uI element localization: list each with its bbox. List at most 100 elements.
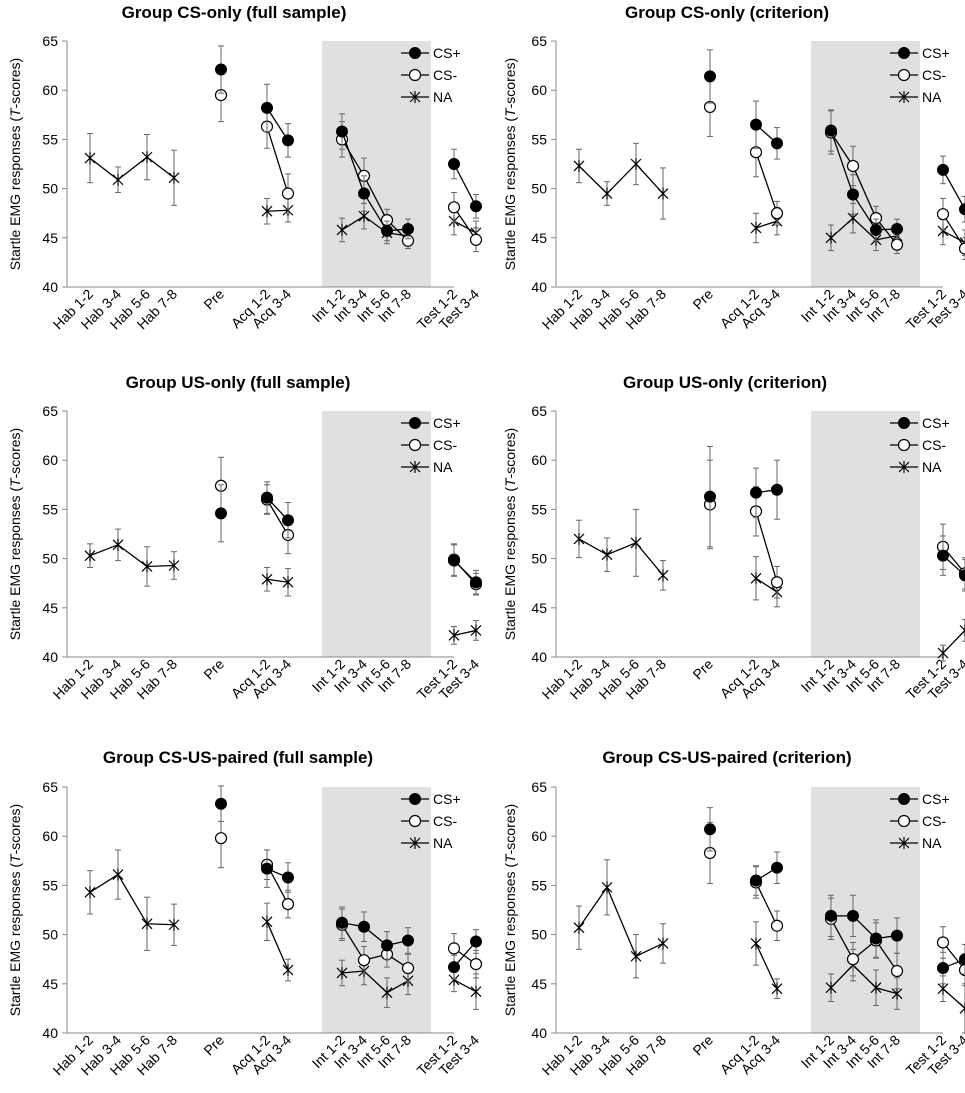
data-point-na — [750, 937, 762, 950]
y-axis-label-prefix: Startle EMG responses ( — [502, 863, 518, 1017]
series-line-cs-minus — [755, 151, 778, 214]
y-tick-label: 40 — [531, 1025, 547, 1041]
legend-marker-na — [409, 91, 421, 103]
y-axis-label-italic: T — [502, 107, 518, 117]
y-tick-label: 50 — [42, 551, 58, 567]
series-line-cs-plus — [453, 163, 477, 207]
legend-marker-cs-minus — [408, 438, 422, 452]
data-point-na — [573, 532, 585, 545]
legend-entry: CS- — [890, 437, 946, 453]
series-line-na — [89, 873, 175, 926]
legend-label: CS+ — [433, 45, 461, 61]
data-point-na — [261, 573, 273, 586]
legend-marker-cs-plus — [898, 417, 910, 429]
series-line-cs-plus — [266, 107, 289, 141]
data-point-na — [141, 151, 153, 164]
data-point-na — [84, 886, 96, 899]
legend-marker-cs-minus — [897, 68, 911, 82]
legend-marker-na — [898, 837, 910, 849]
intervention-phase-shading — [811, 411, 920, 657]
data-point-cs-plus — [336, 125, 348, 138]
y-tick-label: 65 — [42, 779, 58, 795]
legend-label: NA — [433, 459, 453, 475]
data-point-cs-plus — [448, 158, 460, 170]
y-axis-label-suffix: -scores) — [7, 804, 23, 855]
legend-label: CS+ — [922, 415, 950, 431]
data-point-cs-minus — [281, 897, 295, 911]
y-axis-label: Startle EMG responses (T-scores) — [502, 58, 518, 270]
legend-entry: CS- — [890, 813, 946, 829]
legend-entry: NA — [890, 459, 942, 475]
legend-entry: NA — [401, 459, 453, 475]
series-line-na — [341, 970, 409, 994]
series-line-na — [341, 215, 409, 237]
data-point-cs-plus — [402, 222, 414, 235]
legend-marker-cs-minus — [897, 438, 911, 452]
data-point-cs-minus — [890, 238, 904, 251]
y-tick-label: 40 — [531, 649, 547, 665]
data-point-na — [448, 629, 460, 642]
legend-entry: NA — [890, 89, 942, 105]
data-point-na — [112, 868, 124, 881]
data-point-na — [750, 572, 762, 585]
legend-marker-cs-minus — [897, 814, 911, 828]
legend-marker-cs-plus — [898, 47, 910, 59]
data-point-cs-minus — [214, 832, 228, 845]
data-point-cs-plus — [704, 490, 716, 503]
data-point-cs-plus — [870, 932, 882, 945]
y-axis-label: Startle EMG responses (T-scores) — [7, 804, 23, 1016]
series-line-cs-plus — [831, 915, 898, 940]
data-point-na — [825, 981, 837, 994]
data-point-cs-minus — [890, 964, 904, 978]
legend-entry: CS- — [401, 813, 457, 829]
data-point-cs-plus — [358, 187, 370, 200]
data-point-cs-minus — [447, 201, 461, 214]
data-point-cs-plus — [282, 871, 294, 884]
data-point-na — [750, 221, 762, 234]
data-point-na — [959, 1002, 965, 1015]
legend-entry: NA — [890, 835, 942, 851]
y-axis-label-prefix: Startle EMG responses ( — [7, 487, 23, 641]
y-axis-label-suffix: -scores) — [7, 58, 23, 109]
data-point-cs-plus — [381, 939, 393, 952]
data-point-na — [630, 536, 642, 549]
series-line-na — [830, 964, 898, 995]
data-point-na — [168, 559, 180, 572]
legend-label: CS- — [433, 437, 457, 453]
data-point-cs-minus — [281, 187, 295, 200]
data-point-na — [937, 647, 949, 660]
data-point-cs-plus — [215, 507, 227, 520]
data-point-cs-plus — [704, 823, 716, 836]
legend-entry: CS- — [890, 67, 946, 83]
data-point-na — [573, 921, 585, 934]
data-point-cs-plus — [750, 118, 762, 131]
series-line-cs-minus — [341, 924, 409, 969]
y-tick-label: 60 — [531, 828, 547, 844]
data-point-cs-plus — [891, 222, 903, 235]
series-line-na — [453, 220, 477, 234]
y-tick-label: 45 — [531, 976, 547, 992]
series-line-cs-minus — [755, 882, 778, 927]
y-tick-label: 65 — [531, 779, 547, 795]
data-point-cs-plus — [282, 134, 294, 147]
data-point-na — [112, 173, 124, 186]
legend-label: CS+ — [433, 791, 461, 807]
y-axis-label: Startle EMG responses (T-scores) — [502, 428, 518, 640]
data-point-na — [657, 937, 669, 950]
data-point-cs-plus — [750, 486, 762, 499]
y-tick-label: 55 — [42, 501, 58, 517]
y-tick-label: 45 — [531, 230, 547, 246]
legend-label: NA — [922, 89, 942, 105]
data-point-cs-minus — [958, 242, 965, 255]
data-point-cs-plus — [959, 203, 965, 216]
series-line-cs-plus — [942, 169, 965, 210]
y-tick-label: 55 — [42, 131, 58, 147]
y-tick-label: 65 — [42, 33, 58, 49]
legend-label: CS+ — [922, 791, 950, 807]
series-line-na — [755, 943, 778, 989]
series-line-cs-plus — [341, 131, 409, 232]
data-point-cs-plus — [825, 909, 837, 922]
